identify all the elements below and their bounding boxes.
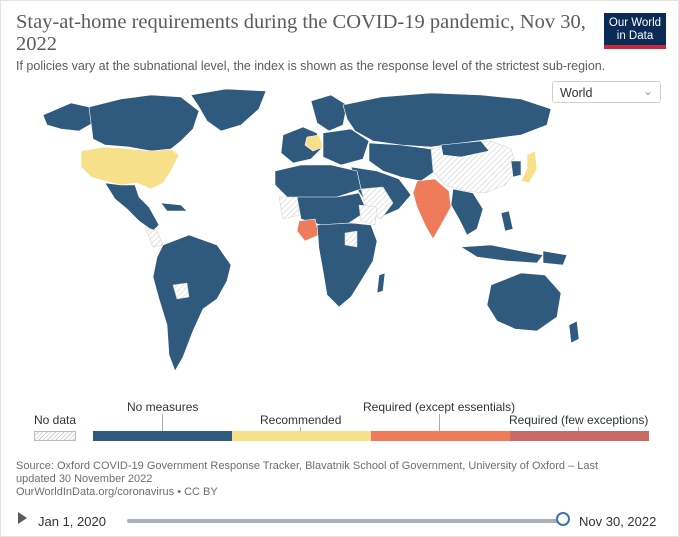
- country-madagascar[interactable]: [376, 272, 386, 294]
- country-indonesia[interactable]: [460, 244, 544, 264]
- source-line-2: updated 30 November 2022: [16, 473, 153, 485]
- country-papua[interactable]: [542, 250, 568, 266]
- country-japan[interactable]: [520, 150, 538, 184]
- timeline-start-label[interactable]: Jan 1, 2020: [38, 514, 106, 529]
- country-mexico[interactable]: [104, 182, 160, 232]
- logo-line-1: Our World: [608, 17, 662, 29]
- legend-tick: [578, 427, 579, 431]
- country-europe-west[interactable]: [280, 126, 322, 164]
- country-india[interactable]: [412, 178, 452, 240]
- country-west-africa-nodata[interactable]: [278, 196, 300, 220]
- country-horn-africa-nodata[interactable]: [358, 204, 378, 226]
- country-nigeria[interactable]: [296, 218, 320, 242]
- country-sahel[interactable]: [296, 192, 368, 226]
- country-greenland[interactable]: [190, 88, 267, 132]
- legend-no-data-swatch: [34, 431, 76, 441]
- play-icon[interactable]: [18, 512, 27, 524]
- source-line-1: Source: Oxford COVID-19 Government Respo…: [16, 460, 599, 472]
- owid-logo[interactable]: Our World in Data: [604, 13, 666, 49]
- country-south-america[interactable]: [152, 234, 232, 372]
- chart-title: Stay-at-home requirements during the COV…: [16, 11, 586, 55]
- country-southeast-asia[interactable]: [450, 188, 484, 236]
- legend-bar-required-few-exceptions[interactable]: [510, 431, 649, 441]
- legend-bar-no-measures[interactable]: [93, 431, 232, 441]
- logo-line-2: in Data: [616, 29, 654, 42]
- legend-no-data-label: No data: [34, 413, 77, 427]
- legend-tick: [439, 414, 440, 431]
- timeline-handle[interactable]: [556, 512, 570, 526]
- legend-label-recommended: Recommended: [260, 413, 342, 427]
- country-korea[interactable]: [510, 160, 522, 178]
- country-central-africa[interactable]: [316, 222, 378, 308]
- region-select-value: World: [560, 86, 593, 100]
- country-europe-east[interactable]: [322, 128, 370, 166]
- legend-bar-recommended[interactable]: [232, 431, 371, 441]
- country-cuba[interactable]: [160, 202, 188, 212]
- country-alaska[interactable]: [42, 102, 94, 132]
- country-new-zealand[interactable]: [568, 320, 580, 344]
- timeline: Jan 1, 2020 Nov 30, 2022: [1, 506, 679, 536]
- country-philippines[interactable]: [500, 210, 514, 232]
- map-legend: No data No measures Recommended Required…: [1, 396, 679, 446]
- region-select[interactable]: World ⌄: [552, 81, 661, 103]
- world-map[interactable]: [21, 85, 581, 385]
- country-australia[interactable]: [486, 272, 562, 332]
- country-scandinavia[interactable]: [310, 94, 348, 132]
- source-line-3[interactable]: OurWorldInData.org/coronavirus • CC BY: [16, 486, 218, 498]
- chart-subtitle: If policies vary at the subnational leve…: [16, 59, 606, 73]
- country-mongolia[interactable]: [440, 140, 490, 158]
- legend-label-required-few-exceptions: Required (few exceptions): [509, 413, 649, 427]
- legend-label-required-except-essentials: Required (except essentials): [363, 400, 516, 414]
- country-russia[interactable]: [342, 92, 552, 148]
- country-canada[interactable]: [88, 94, 200, 152]
- country-central-america-nodata[interactable]: [144, 226, 164, 248]
- timeline-track-fill: [127, 519, 563, 523]
- legend-bar-required-except-essentials[interactable]: [371, 431, 510, 441]
- country-united-states[interactable]: [80, 146, 180, 190]
- country-east-africa-nodata[interactable]: [344, 230, 358, 248]
- legend-label-no-measures: No measures: [127, 400, 199, 414]
- timeline-track[interactable]: [127, 519, 563, 523]
- country-north-africa[interactable]: [274, 164, 362, 200]
- legend-tick: [300, 427, 301, 431]
- source-note: Source: Oxford COVID-19 Government Respo…: [16, 460, 656, 499]
- legend-tick: [162, 414, 163, 431]
- chevron-down-icon: ⌄: [642, 84, 653, 98]
- country-germany[interactable]: [304, 134, 324, 152]
- timeline-end-label[interactable]: Nov 30, 2022: [579, 514, 657, 529]
- country-bolivia-nodata[interactable]: [172, 282, 190, 300]
